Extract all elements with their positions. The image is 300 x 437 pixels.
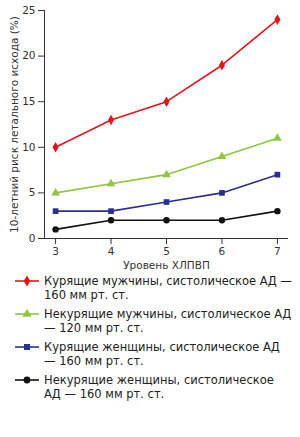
html-text:Некурящие женщины, систолическ: Некурящие женщины, систолическое АД — 16…: [44, 373, 274, 401]
svg-text:6: 6: [219, 245, 226, 257]
svg-text:15: 15: [22, 95, 35, 107]
svg-text:4: 4: [108, 245, 115, 257]
svg-text:10-летний риск летального исхо: 10-летний риск летального исхода (%): [8, 16, 20, 233]
svg-text:0: 0: [29, 232, 36, 244]
svg-text:7: 7: [274, 245, 281, 257]
html-text:Некурящие мужчины, систолическ: Некурящие мужчины, систолическое АД — 12…: [44, 307, 292, 335]
html-text:Курящие женщины, систолическое: Курящие женщины, систолическое АД — 160 …: [44, 340, 280, 368]
svg-text:20: 20: [22, 49, 35, 61]
svg-text:10: 10: [22, 141, 35, 153]
svg-text:5: 5: [29, 186, 36, 198]
svg-text:Уровень ХЛПВП: Уровень ХЛПВП: [123, 259, 210, 271]
svg-text:3: 3: [52, 245, 59, 257]
html-text:Курящие мужчины, систолическое: Курящие мужчины, систолическое АД — 160 …: [44, 274, 292, 302]
svg-text:5: 5: [163, 245, 170, 257]
svg-text:25: 25: [22, 4, 35, 16]
